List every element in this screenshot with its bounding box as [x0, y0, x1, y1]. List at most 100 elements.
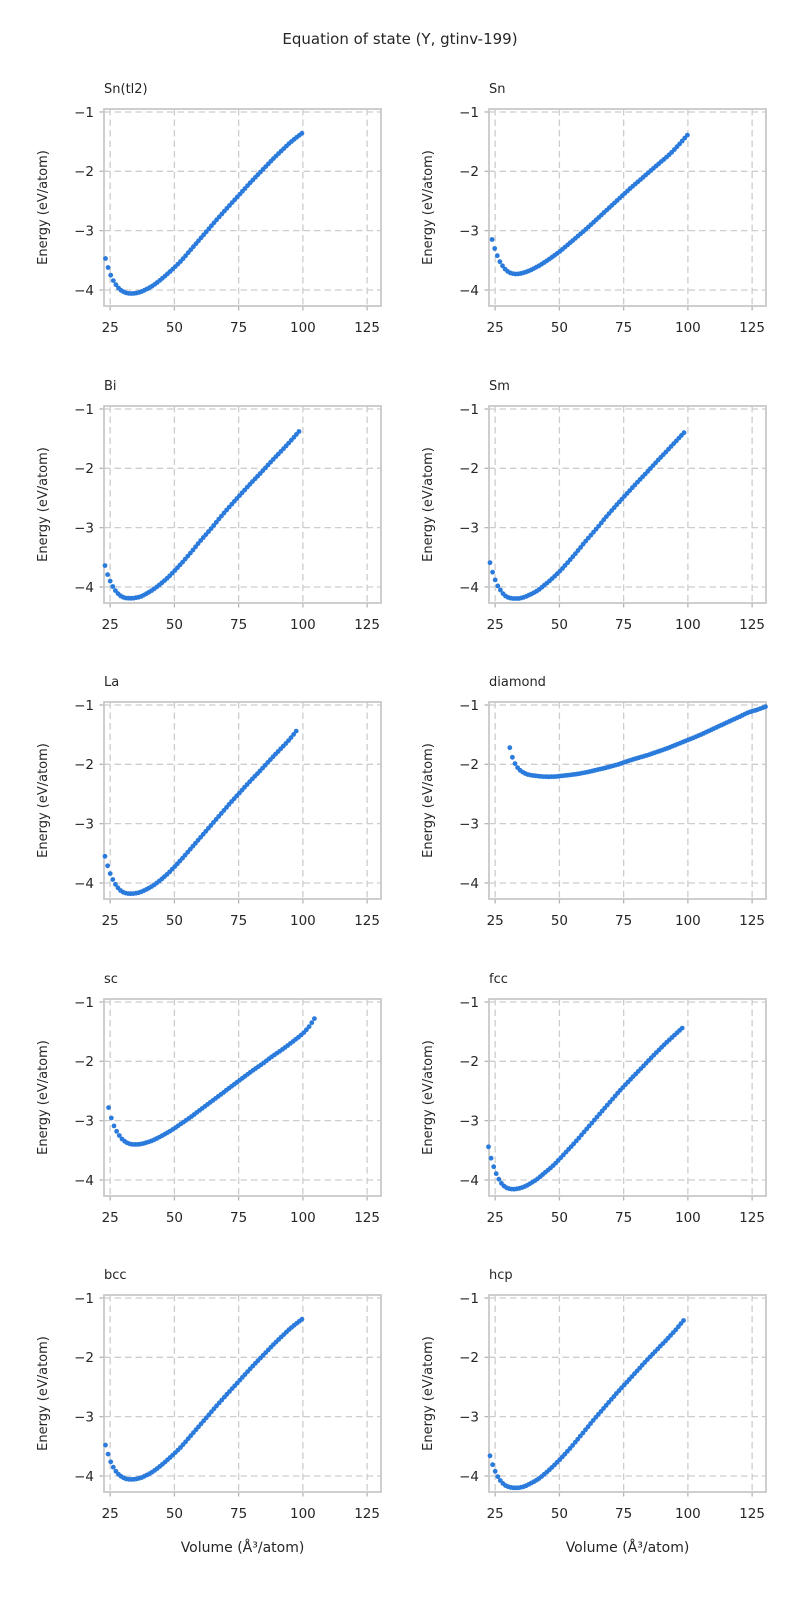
y-tick-label: −4	[74, 876, 94, 892]
data-point	[116, 1132, 122, 1138]
subplot-title: Sm	[489, 378, 510, 394]
y-tick-label: −4	[459, 283, 479, 299]
axes-spines	[488, 997, 767, 1197]
x-tick-label: 100	[290, 1506, 316, 1522]
x-tick-label: 25	[487, 913, 504, 929]
data-point	[487, 559, 493, 565]
y-tick-label: −2	[459, 461, 479, 477]
eos-scatter-series	[507, 704, 768, 780]
x-tick-label: 25	[102, 913, 119, 929]
data-point	[681, 1318, 686, 1323]
y-tick-label: −1	[459, 994, 479, 1010]
x-tick-label: 125	[354, 913, 380, 929]
x-tick-label: 25	[487, 1210, 504, 1226]
data-point	[107, 871, 113, 876]
y-tick-label: −1	[459, 105, 479, 121]
x-tick-label: 25	[102, 320, 119, 336]
data-point	[113, 282, 119, 288]
x-tick-label: 50	[166, 913, 183, 929]
data-point	[105, 1451, 111, 1457]
x-tick-label: 75	[615, 1506, 632, 1522]
data-point	[211, 522, 217, 528]
x-tick-label: 50	[551, 913, 568, 929]
y-tick-label: −3	[74, 816, 94, 832]
data-point	[510, 754, 515, 760]
y-tick-label: −1	[74, 105, 94, 121]
x-tick-label: 25	[487, 617, 504, 633]
y-tick-label: −4	[74, 1469, 94, 1485]
x-tick-label: 25	[102, 1506, 119, 1522]
y-tick-label: −1	[74, 698, 94, 714]
data-point	[299, 1316, 305, 1322]
eos-scatter-series	[102, 728, 299, 897]
x-tick-label: 125	[354, 320, 380, 336]
data-point	[493, 1170, 499, 1176]
eos-scatter-series	[102, 428, 302, 601]
data-point	[106, 1104, 111, 1110]
plot-hcp: 25 50 75 100 125 −1 −2 −3 −4	[459, 1291, 767, 1522]
y-tick-label: −3	[74, 1409, 94, 1425]
x-tick-label: 50	[551, 1210, 568, 1226]
data-point	[114, 1128, 119, 1134]
x-tick-label: 100	[290, 1210, 316, 1226]
subplot-title: La	[104, 675, 120, 690]
x-tick-label: 125	[354, 1506, 380, 1522]
y-tick-label: −2	[459, 1350, 479, 1366]
data-point	[495, 583, 501, 588]
plot-diamond: 25 50 75 100 125 −1 −2 −3 −4	[459, 698, 768, 929]
x-tick-label: 125	[354, 617, 380, 633]
data-point	[489, 237, 495, 242]
plot-la: 25 50 75 100 125 −1 −2 −3 −4	[74, 698, 382, 929]
data-point	[111, 1123, 117, 1128]
data-point	[496, 1176, 502, 1182]
data-point	[573, 550, 578, 556]
y-tick-label: −2	[74, 757, 94, 773]
y-tick-label: −2	[74, 1350, 94, 1366]
x-tick-label: 50	[166, 617, 183, 633]
x-tick-label: 25	[487, 320, 504, 336]
y-tick-label: −1	[74, 1291, 94, 1307]
x-tick-label: 100	[675, 1506, 701, 1522]
data-point	[299, 130, 305, 136]
data-point	[575, 1436, 581, 1442]
data-point	[108, 272, 114, 278]
data-point	[490, 569, 495, 575]
y-tick-label: −2	[459, 164, 479, 180]
data-point	[102, 853, 108, 859]
x-tick-label: 75	[615, 617, 632, 633]
data-point	[105, 265, 111, 270]
y-tick-label: −3	[459, 816, 479, 832]
x-axis-label: Volume (Å³/atom)	[565, 1540, 690, 1556]
x-tick-label: 75	[615, 320, 632, 336]
x-tick-label: 125	[739, 320, 765, 336]
y-tick-label: −4	[459, 1172, 479, 1188]
data-point	[110, 877, 116, 882]
x-tick-label: 75	[615, 1210, 632, 1226]
y-tick-label: −3	[459, 1409, 479, 1425]
y-tick-label: −3	[74, 223, 94, 239]
axes-spines	[488, 1294, 767, 1493]
eos-scatter-series	[487, 429, 687, 601]
y-tick-label: −2	[74, 1054, 94, 1070]
data-point	[490, 1462, 495, 1468]
x-tick-label: 75	[230, 913, 247, 929]
x-axis-label: Volume (Å³/atom)	[180, 1540, 305, 1556]
x-tick-label: 50	[166, 1210, 183, 1226]
plot-sm: 25 50 75 100 125 −1 −2 −3 −4	[459, 401, 767, 633]
data-point	[486, 1143, 491, 1149]
x-tick-label: 75	[230, 1210, 247, 1226]
subplot-title: Sn(tl2)	[104, 82, 148, 97]
data-point	[685, 132, 690, 138]
data-point	[306, 1023, 312, 1029]
data-point	[596, 523, 602, 528]
subplot-title: sc	[104, 971, 118, 987]
y-tick-label: −2	[459, 757, 479, 773]
data-point	[293, 728, 299, 734]
data-point	[491, 1163, 497, 1169]
data-point	[105, 863, 110, 869]
y-tick-label: −1	[74, 401, 94, 417]
subplot-title: hcp	[489, 1268, 513, 1283]
axes-spines	[488, 108, 767, 307]
eos-scatter-series	[106, 1015, 317, 1147]
subplot-title: Sn	[489, 82, 506, 97]
